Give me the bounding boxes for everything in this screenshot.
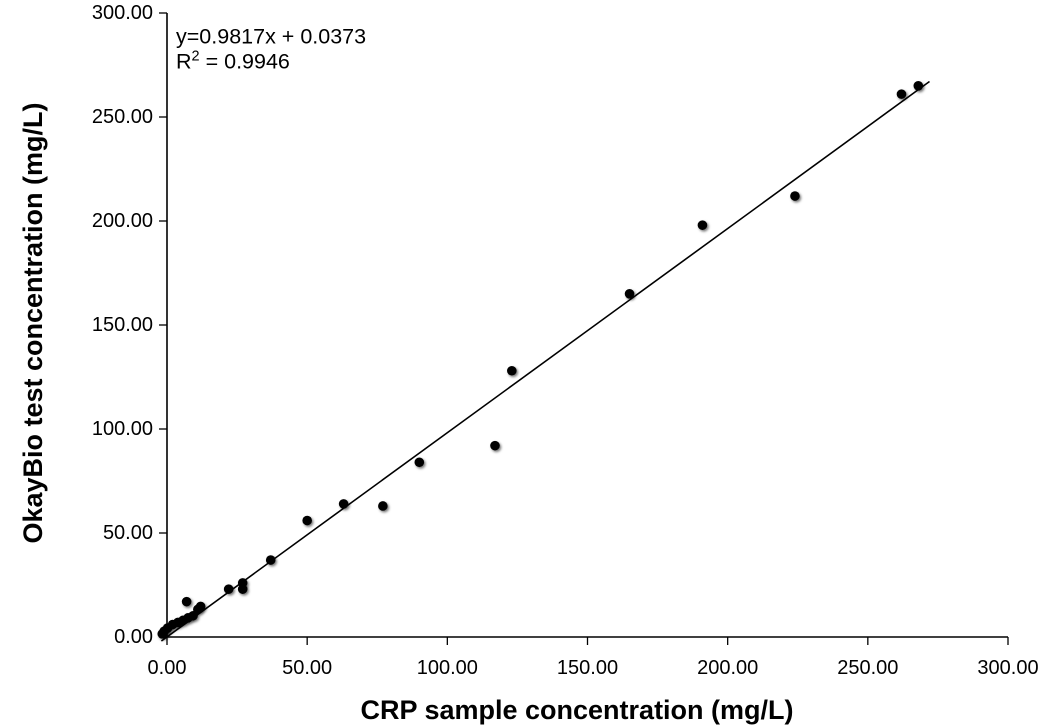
svg-text:0.00: 0.00 (114, 626, 153, 648)
svg-text:R2 = 0.9946: R2 = 0.9946 (176, 49, 290, 74)
svg-text:y=0.9817x + 0.0373: y=0.9817x + 0.0373 (176, 25, 366, 49)
svg-text:OkayBio test concentration (mg: OkayBio test concentration (mg/L) (18, 102, 48, 543)
svg-text:100.00: 100.00 (92, 418, 153, 440)
svg-text:150.00: 150.00 (557, 657, 618, 679)
svg-text:200.00: 200.00 (697, 657, 758, 679)
svg-text:250.00: 250.00 (92, 106, 153, 128)
svg-text:300.00: 300.00 (92, 2, 153, 24)
svg-text:0.00: 0.00 (148, 657, 187, 679)
svg-text:50.00: 50.00 (282, 657, 332, 679)
svg-text:250.00: 250.00 (837, 657, 898, 679)
svg-text:200.00: 200.00 (92, 210, 153, 232)
svg-text:100.00: 100.00 (417, 657, 478, 679)
svg-text:150.00: 150.00 (92, 314, 153, 336)
svg-text:50.00: 50.00 (103, 522, 153, 544)
svg-text:300.00: 300.00 (977, 657, 1038, 679)
svg-text:CRP sample concentration (mg/L: CRP sample concentration (mg/L) (360, 695, 793, 725)
